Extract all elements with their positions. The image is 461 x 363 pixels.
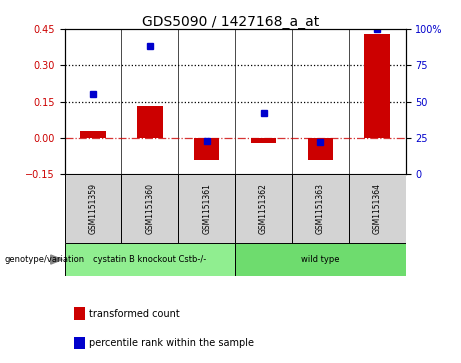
- Bar: [121, 174, 178, 243]
- Bar: [178, 174, 235, 243]
- Text: GSM1151364: GSM1151364: [373, 183, 382, 234]
- Text: GSM1151363: GSM1151363: [316, 183, 325, 234]
- Polygon shape: [51, 255, 62, 264]
- Text: GSM1151362: GSM1151362: [259, 183, 268, 234]
- Bar: [251, 138, 276, 143]
- Text: GDS5090 / 1427168_a_at: GDS5090 / 1427168_a_at: [142, 15, 319, 29]
- Bar: [194, 138, 219, 160]
- Text: genotype/variation: genotype/variation: [5, 255, 85, 264]
- Text: GSM1151361: GSM1151361: [202, 183, 211, 234]
- Text: transformed count: transformed count: [89, 309, 179, 319]
- Text: cystatin B knockout Cstb-/-: cystatin B knockout Cstb-/-: [93, 255, 207, 264]
- Bar: [235, 174, 292, 243]
- Bar: [349, 174, 406, 243]
- Text: percentile rank within the sample: percentile rank within the sample: [89, 338, 254, 348]
- Text: wild type: wild type: [301, 255, 340, 264]
- Bar: [80, 131, 106, 138]
- Bar: [292, 174, 349, 243]
- Bar: [235, 243, 406, 276]
- Bar: [65, 243, 235, 276]
- Text: GSM1151359: GSM1151359: [89, 183, 97, 234]
- Bar: [365, 34, 390, 138]
- Bar: [65, 174, 121, 243]
- Bar: [137, 106, 163, 138]
- Text: GSM1151360: GSM1151360: [145, 183, 154, 234]
- Bar: [307, 138, 333, 160]
